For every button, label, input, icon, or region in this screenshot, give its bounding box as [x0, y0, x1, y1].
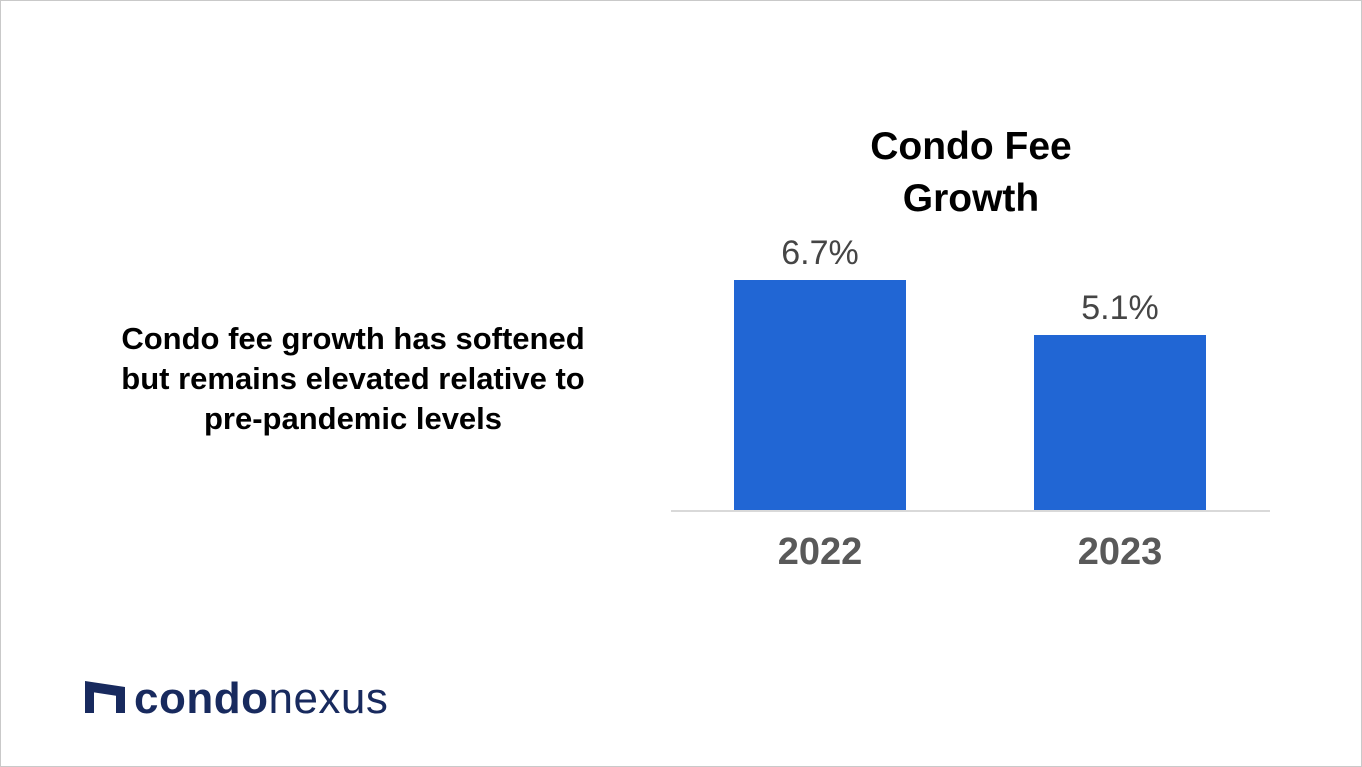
bar-value-label-2023: 5.1% [1081, 289, 1159, 327]
bar-group-2023: 5.1% [1034, 288, 1206, 511]
chart-title: Condo Fee Growth [671, 121, 1271, 225]
key-message-line: pre-pandemic levels [203, 401, 503, 436]
bar-2022 [734, 280, 906, 511]
x-axis-line [671, 510, 1270, 512]
logo-text: condonexus [134, 677, 388, 721]
condonexus-mark-icon [85, 681, 125, 713]
logo-text-condo: condo [134, 674, 269, 723]
chart-title-line: Growth [902, 177, 1040, 220]
category-label-2022: 2022 [777, 531, 863, 573]
bar-chart: Condo Fee Growth 6.7% 5.1% [671, 1, 1271, 511]
bar-2023 [1034, 335, 1206, 511]
bar-value-label-2022: 6.7% [781, 234, 859, 272]
category-label-2023: 2023 [1077, 531, 1163, 573]
key-message-line: Condo fee growth has softened [121, 321, 585, 356]
key-message-line: but remains elevated relative to [121, 361, 585, 396]
key-message: Condo fee growth has softened but remain… [53, 319, 653, 439]
bar-group-2022: 6.7% [734, 233, 906, 511]
chart-title-line: Condo Fee [870, 125, 1072, 168]
logo-text-nexus: nexus [268, 674, 389, 723]
logo: condonexus [85, 675, 388, 721]
